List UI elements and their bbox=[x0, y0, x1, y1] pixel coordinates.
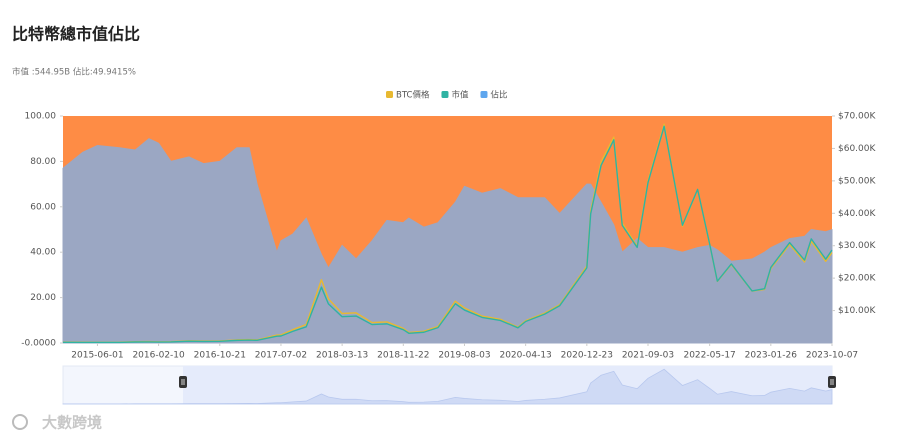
legend-swatch bbox=[480, 91, 488, 98]
y2-tick-label: $20.00K bbox=[838, 274, 876, 284]
x-tick-label: 2016-02-10 bbox=[132, 351, 185, 361]
area bbox=[62, 138, 833, 344]
watermark-icon bbox=[12, 414, 28, 430]
x-tick-label: 2015-06-01 bbox=[71, 351, 123, 361]
subtitle: 市值 :544.95B 佔比:49.9415% bbox=[12, 67, 136, 78]
x-tick-label: 2021-09-03 bbox=[622, 351, 674, 361]
y-tick-label: 60.00 bbox=[30, 202, 56, 212]
y2-tick-label: $50.00K bbox=[838, 176, 876, 186]
y2-tick-label: $60.00K bbox=[838, 144, 876, 154]
x-tick-label: 2018-11-22 bbox=[377, 351, 429, 361]
line bbox=[62, 125, 833, 344]
x-tick-label: 2023-10-07 bbox=[806, 351, 858, 361]
y2-tick-label: $70.00K bbox=[838, 112, 876, 122]
y2-tick-label: $10.00K bbox=[838, 306, 876, 316]
navigator-handle[interactable] bbox=[179, 376, 187, 388]
x-tick-label: 2016-10-21 bbox=[194, 351, 246, 361]
y-tick-label: 40.00 bbox=[30, 248, 56, 258]
navigator-handle[interactable] bbox=[828, 376, 836, 388]
y-tick-label: 20.00 bbox=[30, 293, 56, 303]
chart-title: 比特幣總市值佔比 bbox=[12, 25, 140, 44]
x-tick-label: 2017-07-02 bbox=[255, 351, 307, 361]
y-tick-label: 100.00 bbox=[25, 112, 57, 122]
legend-label: 市值 bbox=[451, 90, 469, 101]
watermark: 大數跨境 bbox=[42, 414, 102, 432]
x-tick-label: 2020-04-13 bbox=[499, 351, 551, 361]
navigator-area bbox=[62, 368, 833, 405]
legend-swatch bbox=[386, 91, 393, 98]
legend-swatch bbox=[441, 91, 449, 98]
x-tick-label: 2023-01-26 bbox=[745, 351, 798, 361]
x-tick-label: 2020-12-23 bbox=[561, 351, 613, 361]
y-tick-label: 80.00 bbox=[30, 157, 56, 167]
y2-tick-label: $40.00K bbox=[838, 209, 876, 219]
x-tick-label: 2018-03-13 bbox=[316, 351, 368, 361]
legend-label: BTC價格 bbox=[396, 90, 430, 101]
y2-tick-label: $30.00K bbox=[838, 241, 876, 251]
y-tick-label: -0.0000 bbox=[21, 339, 56, 349]
x-tick-label: 2022-05-17 bbox=[683, 351, 735, 361]
legend-label: 佔比 bbox=[490, 90, 507, 101]
x-tick-label: 2019-08-03 bbox=[438, 351, 490, 361]
